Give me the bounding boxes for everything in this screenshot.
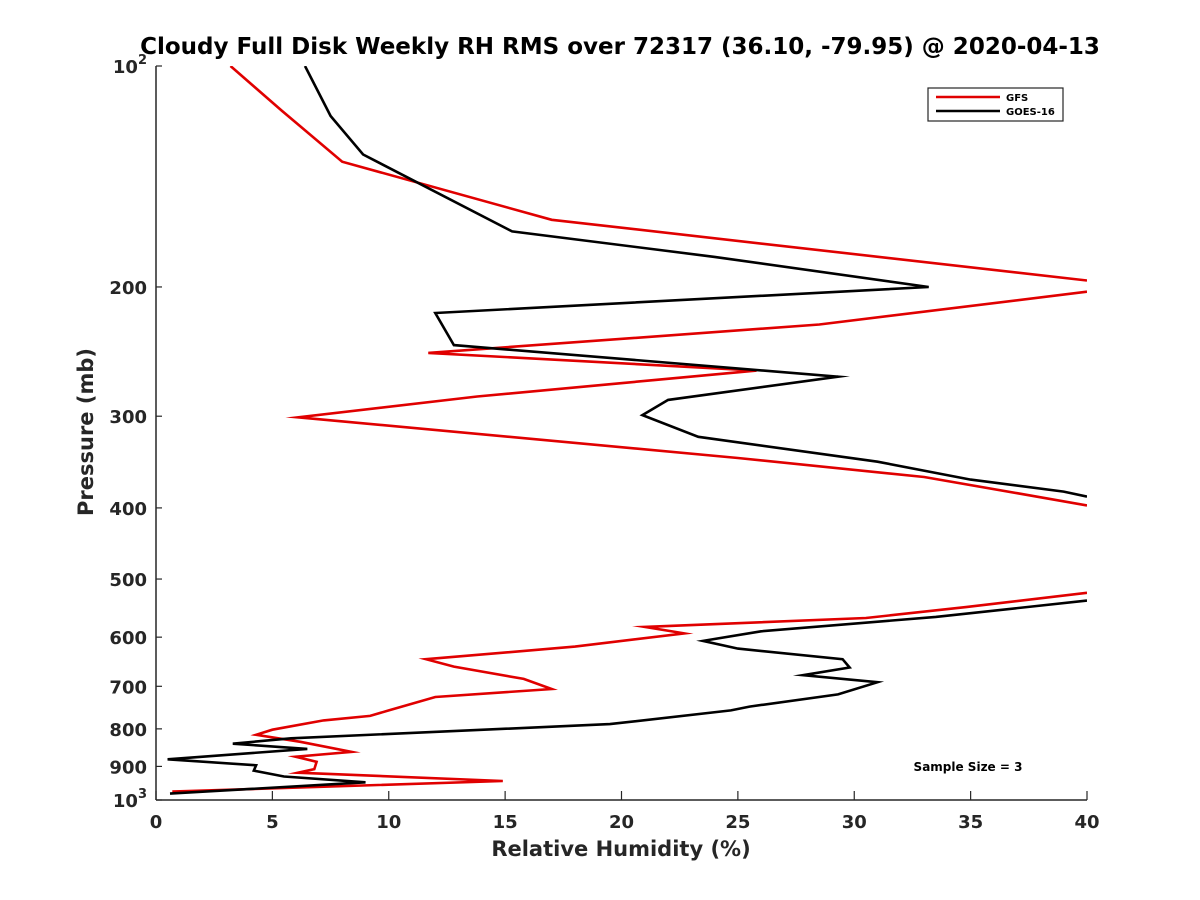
y-tick-label: 102 [113,53,147,78]
y-tick-label: 900 [109,757,147,778]
chart-title: Cloudy Full Disk Weekly RH RMS over 7231… [140,34,1100,60]
series-gfs-line-2 [285,290,1087,507]
x-axis-label: Relative Humidity (%) [491,837,750,861]
legend: GFS GOES-16 [927,87,1064,122]
x-tick-label: 40 [1074,812,1099,833]
y-tick-label: 500 [109,570,147,591]
plot-area [156,66,1087,800]
x-tick-label: 5 [266,812,279,833]
axes-layer: 0 5 10 15 20 25 30 35 40 102 200 300 400 500 600 700 800… [109,53,1099,833]
x-tick-label: 20 [609,812,634,833]
x-tick-label: 35 [958,812,983,833]
x-tick-label: 0 [150,812,163,833]
y-tick-label: 103 [113,787,147,812]
series-goes-16-line-1 [303,66,1087,498]
y-tick-label: 600 [109,628,147,649]
series-goes-16-line-2 [167,599,1087,795]
sample-size-annotation: Sample Size = 3 [914,760,1023,774]
plot-background [156,66,1087,800]
x-tick-label: 10 [376,812,401,833]
y-axis-label: Pressure (mb) [74,348,98,516]
x-tick-label: 30 [842,812,867,833]
y-tick-label: 200 [109,278,147,299]
series-gfs-line-3 [172,591,1087,793]
y-tick-label: 700 [109,677,147,698]
y-tick-label: 800 [109,720,147,741]
legend-label: GOES-16 [1006,107,1055,118]
y-tick-label: 400 [109,499,147,520]
series-layer [167,66,1087,795]
x-tick-label: 25 [725,812,750,833]
y-tick-label: 300 [109,407,147,428]
legend-box [927,87,1064,122]
x-tick-label: 15 [493,812,518,833]
series-gfs-line-1 [229,66,1087,282]
legend-label: GFS [1006,93,1028,104]
